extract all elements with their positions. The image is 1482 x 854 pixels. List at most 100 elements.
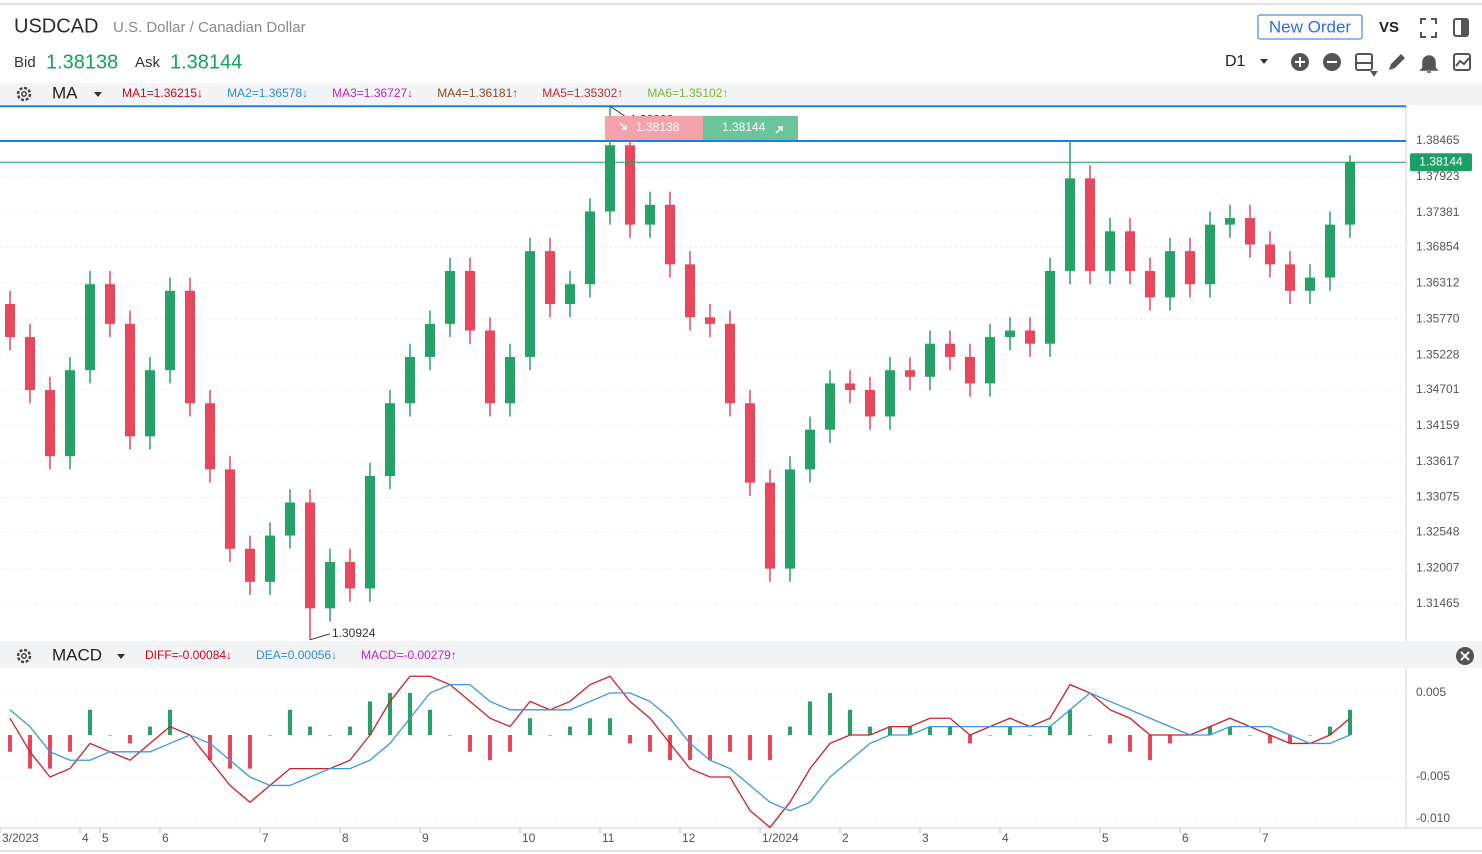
sell-box[interactable] bbox=[605, 116, 703, 140]
macd-bar bbox=[868, 726, 872, 736]
legend-item: MA2=1.36578↓ bbox=[227, 86, 308, 100]
icon-shape bbox=[1389, 54, 1405, 70]
macd-bar bbox=[508, 735, 512, 752]
new-order-button[interactable]: New Order bbox=[1257, 14, 1363, 40]
candle-body bbox=[265, 535, 275, 582]
candle-body bbox=[1065, 178, 1075, 271]
zoom-out-icon[interactable] bbox=[1323, 53, 1341, 71]
macd-bar bbox=[108, 735, 112, 736]
x-tick-label: 10 bbox=[522, 831, 536, 845]
x-tick-label: 11 bbox=[602, 831, 615, 845]
candle-body bbox=[745, 403, 755, 483]
candle-body bbox=[125, 323, 135, 437]
macd-bar bbox=[1348, 709, 1352, 736]
candle-body bbox=[845, 383, 855, 391]
x-tick-label: 5 bbox=[102, 831, 109, 845]
low-label: 1.30924 bbox=[332, 626, 376, 640]
legend-item: MA4=1.36181↑ bbox=[437, 86, 518, 100]
chart-type-icon[interactable] bbox=[1355, 53, 1378, 77]
candle-body bbox=[85, 284, 95, 371]
macd-bar bbox=[328, 735, 332, 736]
candle-body bbox=[245, 548, 255, 582]
y-tick-label: 1.32007 bbox=[1416, 560, 1460, 574]
candle-body bbox=[1145, 270, 1155, 298]
dropdown-arrow bbox=[1260, 59, 1268, 64]
candle-body bbox=[1045, 270, 1055, 344]
candle-body bbox=[825, 383, 835, 430]
y-tick-label: 1.34159 bbox=[1416, 418, 1460, 432]
close-macd-button[interactable] bbox=[1456, 647, 1474, 665]
candle-body bbox=[925, 343, 935, 377]
candle-body bbox=[865, 390, 875, 417]
macd-bar bbox=[1008, 726, 1012, 736]
macd-bar bbox=[528, 718, 532, 736]
candle-body bbox=[585, 211, 595, 285]
candle-body bbox=[1005, 330, 1015, 338]
macd-settings-icon[interactable] bbox=[16, 648, 32, 664]
candle-body bbox=[105, 284, 115, 324]
macd-bar bbox=[788, 726, 792, 736]
macd-bar bbox=[1288, 735, 1292, 744]
candle-body bbox=[5, 304, 15, 338]
macd-bar bbox=[848, 709, 852, 736]
panel-icon[interactable] bbox=[1453, 18, 1469, 37]
x-tick-label: 9 bbox=[422, 831, 429, 845]
macd-bar bbox=[828, 693, 832, 736]
macd-bar bbox=[388, 693, 392, 736]
x-tick-label: 8 bbox=[342, 831, 349, 845]
draw-icon[interactable] bbox=[1389, 54, 1405, 70]
candle-body bbox=[625, 145, 635, 225]
buy-price: 1.38144 bbox=[722, 120, 766, 134]
macd-bar bbox=[8, 735, 12, 752]
macd-bar bbox=[148, 726, 152, 736]
x-tick-label: 12 bbox=[682, 831, 696, 845]
x-tick-label: 4 bbox=[1002, 831, 1009, 845]
macd-bar bbox=[228, 735, 232, 769]
y-tick-label: 1.35770 bbox=[1416, 311, 1460, 325]
icon-shape bbox=[21, 653, 27, 659]
timeframe-select[interactable]: D1 bbox=[1225, 53, 1268, 70]
candle-body bbox=[1245, 218, 1255, 245]
macd-bar bbox=[588, 718, 592, 736]
macd-bar bbox=[1328, 726, 1332, 736]
dropdown-arrow[interactable] bbox=[94, 92, 102, 97]
macd-bar bbox=[488, 735, 492, 761]
indicator-icon[interactable] bbox=[1453, 53, 1471, 71]
macd-bar bbox=[1128, 735, 1132, 752]
sell-arrow bbox=[619, 122, 627, 130]
macd-indicator-name[interactable]: MACD bbox=[52, 645, 102, 664]
macd-bar bbox=[448, 735, 452, 736]
macd-bar bbox=[88, 709, 92, 736]
y-tick-label: 1.37381 bbox=[1416, 205, 1460, 219]
x-tick-label: 1/2024 bbox=[762, 831, 799, 845]
indicator-bar bbox=[0, 83, 1482, 105]
button-frame bbox=[1257, 14, 1363, 40]
dropdown-arrow[interactable] bbox=[117, 654, 125, 659]
macd-bar bbox=[168, 709, 172, 736]
icon-shape bbox=[1420, 18, 1437, 38]
x-tick-label: 7 bbox=[262, 831, 269, 845]
macd-bar bbox=[1048, 726, 1052, 736]
x-tick-label: 7 bbox=[1262, 831, 1269, 845]
macd-line bbox=[9, 675, 1351, 829]
fullscreen-icon[interactable] bbox=[1420, 18, 1437, 38]
y-tick-label: 1.38465 bbox=[1416, 133, 1460, 147]
alert-icon[interactable] bbox=[1419, 55, 1439, 73]
macd-bar bbox=[1168, 735, 1172, 744]
vs-button[interactable]: VS bbox=[1379, 19, 1399, 36]
candle-body bbox=[525, 251, 535, 357]
macd-bar bbox=[1308, 735, 1312, 736]
ma-settings-icon[interactable] bbox=[16, 86, 32, 102]
last-price-label: 1.38144 bbox=[1419, 154, 1463, 168]
candle-body bbox=[305, 502, 315, 609]
legend-item: DEA=0.00056↓ bbox=[256, 648, 337, 662]
ma-indicator-name[interactable]: MA bbox=[52, 83, 78, 102]
macd-bar bbox=[948, 726, 952, 736]
candle-body bbox=[145, 370, 155, 437]
last-price-tag bbox=[1410, 153, 1472, 172]
candle-body bbox=[205, 403, 215, 470]
zoom-in-icon[interactable] bbox=[1291, 53, 1309, 71]
x-tick-label: 2 bbox=[842, 831, 849, 845]
candle-body bbox=[445, 270, 455, 324]
candle-body bbox=[785, 469, 795, 569]
